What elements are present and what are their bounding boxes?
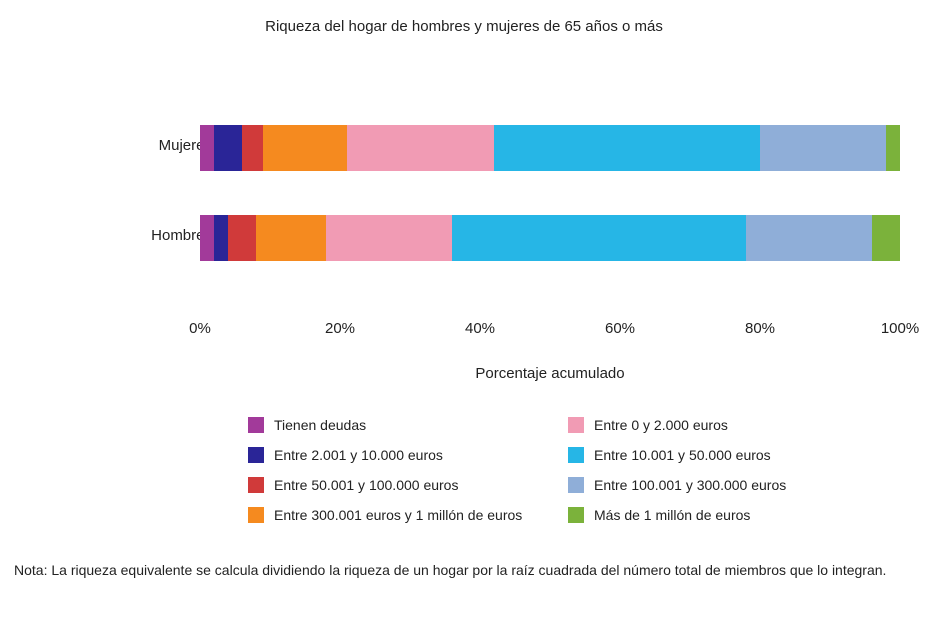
legend-swatch-b10k_50k	[568, 447, 584, 463]
bar-segment-mujeres-deudas	[200, 125, 214, 171]
bar-segment-hombres-b0_2k	[326, 215, 452, 261]
bar-segment-hombres-b2k_10k	[214, 215, 228, 261]
legend-swatch-deudas	[248, 417, 264, 433]
x-tick-0: 0%	[189, 320, 211, 337]
legend-label-b10k_50k: Entre 10.001 y 50.000 euros	[594, 447, 771, 463]
chart-title: Riqueza del hogar de hombres y mujeres d…	[0, 18, 928, 35]
legend-swatch-mas1m	[568, 507, 584, 523]
x-tick-80: 80%	[745, 320, 775, 337]
legend-item-b300k_1m: Entre 300.001 euros y 1 millón de euros	[248, 500, 568, 530]
legend-item-b2k_10k: Entre 2.001 y 10.000 euros	[248, 440, 568, 470]
legend-item-b10k_50k: Entre 10.001 y 50.000 euros	[568, 440, 888, 470]
legend-col-left: Tienen deudas Entre 2.001 y 10.000 euros E…	[248, 410, 568, 530]
x-tick-60: 60%	[605, 320, 635, 337]
bar-segment-hombres-mas1m	[872, 215, 900, 261]
bar-segment-hombres-b50k_100k	[228, 215, 256, 261]
x-axis: 0%20%40%60%80%100%	[200, 320, 900, 340]
legend-label-b2k_10k: Entre 2.001 y 10.000 euros	[274, 447, 443, 463]
chart-container: Riqueza del hogar de hombres y mujeres d…	[0, 0, 928, 621]
bar-hombres	[200, 215, 900, 261]
bar-segment-mujeres-b2k_10k	[214, 125, 242, 171]
plot-area	[200, 115, 900, 295]
legend-col-right: Entre 0 y 2.000 euros Entre 10.001 y 50.0…	[568, 410, 888, 530]
legend-label-b0_2k: Entre 0 y 2.000 euros	[594, 417, 728, 433]
legend-label-b100k_300k: Entre 100.001 y 300.000 euros	[594, 477, 786, 493]
category-label-hombres: Hombres	[32, 227, 212, 244]
legend-swatch-b0_2k	[568, 417, 584, 433]
legend-swatch-b300k_1m	[248, 507, 264, 523]
bar-segment-hombres-b10k_50k	[452, 215, 746, 261]
legend-swatch-b2k_10k	[248, 447, 264, 463]
bar-segment-mujeres-b100k_300k	[760, 125, 886, 171]
bar-segment-hombres-b100k_300k	[746, 215, 872, 261]
legend-item-deudas: Tienen deudas	[248, 410, 568, 440]
footnote: Nota: La riqueza equivalente se calcula …	[14, 562, 914, 578]
legend-label-b300k_1m: Entre 300.001 euros y 1 millón de euros	[274, 507, 522, 523]
legend-label-deudas: Tienen deudas	[274, 417, 366, 433]
legend-item-b50k_100k: Entre 50.001 y 100.000 euros	[248, 470, 568, 500]
bar-segment-mujeres-mas1m	[886, 125, 900, 171]
x-tick-20: 20%	[325, 320, 355, 337]
bar-segment-mujeres-b0_2k	[347, 125, 494, 171]
legend-label-b50k_100k: Entre 50.001 y 100.000 euros	[274, 477, 458, 493]
category-label-mujeres: Mujeres	[32, 137, 212, 154]
bar-mujeres	[200, 125, 900, 171]
x-tick-100: 100%	[881, 320, 919, 337]
legend-label-mas1m: Más de 1 millón de euros	[594, 507, 750, 523]
x-axis-title: Porcentaje acumulado	[200, 365, 900, 382]
legend-item-b100k_300k: Entre 100.001 y 300.000 euros	[568, 470, 888, 500]
legend-item-mas1m: Más de 1 millón de euros	[568, 500, 888, 530]
bar-segment-mujeres-b300k_1m	[263, 125, 347, 171]
bar-segment-mujeres-b50k_100k	[242, 125, 263, 171]
legend-swatch-b100k_300k	[568, 477, 584, 493]
bar-segment-mujeres-b10k_50k	[494, 125, 760, 171]
bar-segment-hombres-b300k_1m	[256, 215, 326, 261]
x-tick-40: 40%	[465, 320, 495, 337]
legend-swatch-b50k_100k	[248, 477, 264, 493]
legend-item-b0_2k: Entre 0 y 2.000 euros	[568, 410, 888, 440]
bar-segment-hombres-deudas	[200, 215, 214, 261]
